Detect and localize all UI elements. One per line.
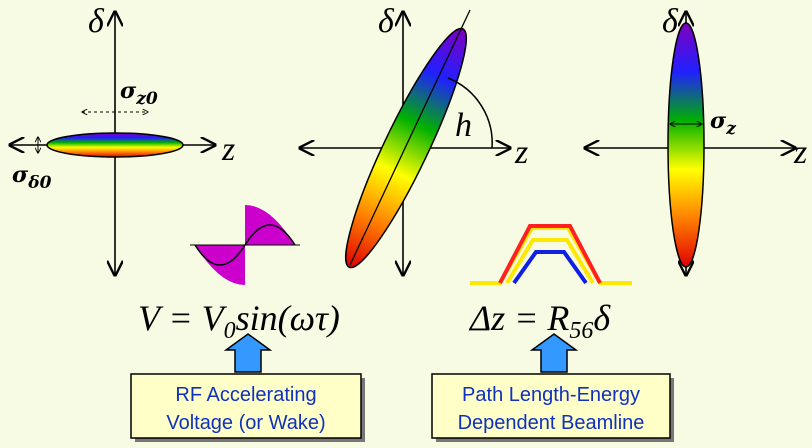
z-label: z — [514, 134, 528, 171]
beam-ellipse — [668, 23, 704, 267]
chirp-line — [350, 10, 470, 265]
path-yellow — [470, 228, 632, 283]
z-label: z — [793, 134, 807, 171]
sigma: σ — [710, 108, 727, 134]
diagram: δ z σz0 σδ0 δ z h δ z σz V = V0sin(ωτ) Δ… — [0, 0, 812, 448]
sigma-z-label: σz — [710, 108, 736, 139]
panel-3: δ z σz — [585, 3, 807, 275]
panel-2: δ z h — [300, 3, 528, 277]
eq-part: δ — [593, 298, 611, 338]
delta-label: δ — [662, 3, 679, 40]
eq-sub: 56 — [569, 318, 593, 344]
delta-label: δ — [88, 3, 105, 40]
box-line: Dependent Beamline — [458, 412, 645, 434]
sigma: σ — [12, 162, 29, 188]
subscript: z — [725, 119, 736, 139]
sigma-z-label: σz0 — [120, 78, 158, 109]
h-label: h — [455, 107, 472, 144]
equation-rf: V = V0sin(ωτ) — [138, 298, 340, 344]
equation-chicane: Δz = R56δ — [468, 298, 611, 344]
box-line: RF Accelerating — [175, 384, 316, 406]
box-line: Voltage (or Wake) — [166, 412, 325, 434]
path-red — [500, 226, 600, 283]
eq-sub: 0 — [224, 318, 236, 344]
eq-part: V = V — [138, 298, 228, 338]
subscript: z0 — [135, 89, 158, 109]
eq-part: sin(ωτ) — [236, 298, 340, 338]
box-line: Path Length-Energy — [462, 384, 640, 406]
sigma-delta-label: σδ0 — [12, 162, 52, 193]
panel-1: δ z σz0 σδ0 — [10, 3, 235, 275]
subscript: δ0 — [27, 173, 51, 193]
delta-label: δ — [378, 3, 395, 40]
z-label: z — [221, 131, 235, 168]
beam-ellipse — [47, 133, 183, 157]
sigma: σ — [120, 78, 137, 104]
eq-part: Δz = R — [468, 298, 569, 338]
